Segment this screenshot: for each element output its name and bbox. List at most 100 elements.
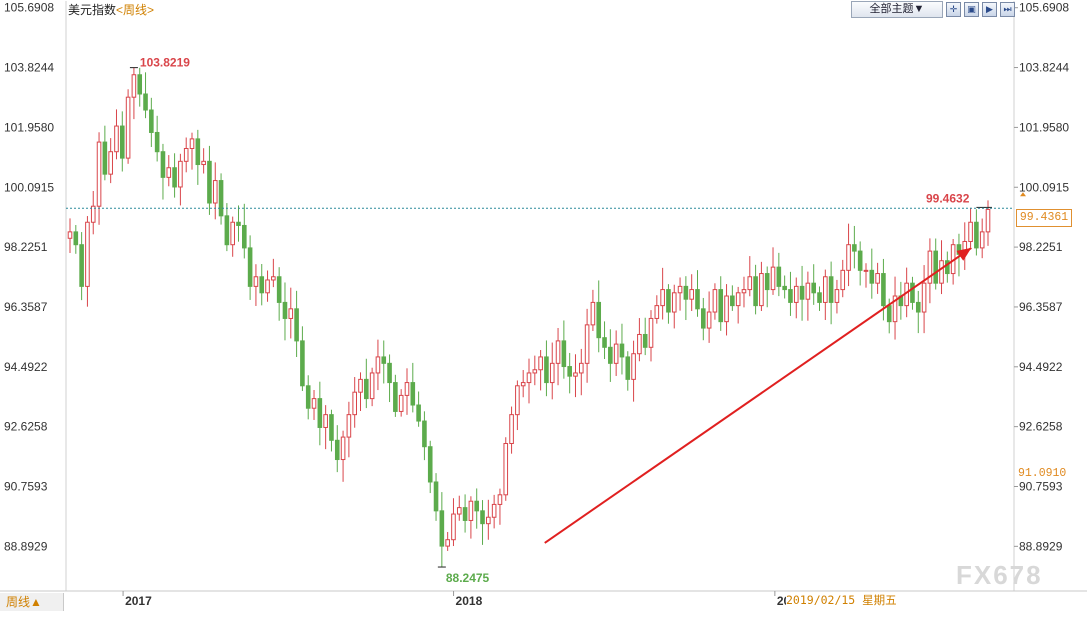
crosshair-level-label: 91.0910 xyxy=(1018,467,1067,480)
crosshair-icon[interactable]: ✛ xyxy=(946,2,961,17)
candle-body xyxy=(730,295,735,307)
candle-body xyxy=(793,285,799,303)
y-tick-label-left: 96.3587 xyxy=(4,300,48,314)
candle-body xyxy=(561,340,567,368)
candle-body xyxy=(619,343,625,358)
candle-body xyxy=(300,340,305,387)
candle-body xyxy=(236,221,241,226)
last-high-label: 99.4632 xyxy=(926,191,970,205)
candle-body xyxy=(852,244,857,252)
candle-body xyxy=(154,131,160,153)
candle-body xyxy=(770,266,776,291)
candle-body xyxy=(823,276,828,303)
candle-body xyxy=(764,273,770,291)
candle-body xyxy=(125,96,131,159)
candle-body xyxy=(671,292,677,313)
candle-body xyxy=(352,391,357,416)
candle-body xyxy=(172,167,177,188)
candle-body xyxy=(381,356,387,364)
y-tick-label-right: 100.0915 xyxy=(1019,180,1069,194)
high-label: 103.8219 xyxy=(140,56,190,70)
candle-body xyxy=(288,308,294,319)
candle-body xyxy=(573,372,578,377)
play-icon[interactable]: ▶ xyxy=(982,2,997,17)
candle-body xyxy=(968,221,973,242)
candle-body xyxy=(224,215,230,246)
candle-body xyxy=(456,507,462,515)
candle-body xyxy=(520,382,526,387)
x-tick-label: 2018 xyxy=(456,594,483,608)
y-tick-label-right: 88.8929 xyxy=(1019,539,1063,553)
candle-body xyxy=(329,414,334,441)
candle-body xyxy=(613,343,619,364)
candle-body xyxy=(427,446,433,483)
candle-body xyxy=(218,180,224,217)
candle-body xyxy=(334,439,340,461)
step-forward-icon[interactable]: ⏭ xyxy=(1000,2,1015,17)
candle-body xyxy=(149,109,154,133)
candle-body xyxy=(242,224,247,249)
candle-body xyxy=(73,231,79,246)
candle-body xyxy=(625,356,631,380)
candle-body xyxy=(945,260,950,275)
candle-body xyxy=(863,269,869,272)
candle-body xyxy=(398,394,404,412)
candle-body xyxy=(811,282,816,294)
candle-body xyxy=(445,539,450,547)
candle-body xyxy=(927,250,933,284)
candle-body xyxy=(881,273,886,307)
y-tick-label-left: 94.4922 xyxy=(4,360,48,374)
candle-body xyxy=(782,285,787,291)
candle-body xyxy=(178,160,183,188)
candle-body xyxy=(526,372,532,384)
candle-body xyxy=(555,340,561,364)
candle-body xyxy=(201,160,206,166)
candle-body xyxy=(305,385,311,409)
candle-body xyxy=(549,362,555,384)
candle-body xyxy=(114,125,119,153)
candle-body xyxy=(422,420,427,448)
candle-body xyxy=(979,231,985,249)
y-tick-label-left: 90.7593 xyxy=(4,479,48,493)
candle-body xyxy=(677,285,683,294)
candle-body xyxy=(160,151,166,178)
candle-body xyxy=(817,292,822,303)
candle-body xyxy=(869,269,875,284)
candle-body xyxy=(486,516,491,525)
candle-body xyxy=(689,289,694,300)
candle-body xyxy=(933,250,939,284)
candle-body xyxy=(974,221,979,249)
candle-body xyxy=(788,289,793,303)
y-tick-label-left: 101.9580 xyxy=(4,120,54,134)
candle-body xyxy=(799,285,805,300)
candle-body xyxy=(654,305,660,319)
timeframe-label[interactable]: <周线> xyxy=(116,3,155,17)
candle-body xyxy=(886,305,892,323)
candle-body xyxy=(805,282,811,300)
chart-header: 美元指数<周线> xyxy=(68,1,154,18)
candle-body xyxy=(416,404,421,422)
candle-body xyxy=(271,276,276,281)
candle-body xyxy=(462,507,468,521)
candle-body xyxy=(480,510,485,525)
y-tick-label-right: 90.7593 xyxy=(1019,479,1063,493)
candle-body xyxy=(212,180,218,204)
candle-body xyxy=(921,282,927,313)
zoom-out-icon[interactable]: ▣ xyxy=(964,2,979,17)
candle-body xyxy=(666,289,671,313)
candle-body xyxy=(108,151,113,175)
y-tick-label-right: 101.9580 xyxy=(1019,120,1069,134)
trend-arrow-head-icon xyxy=(956,247,972,261)
candle-body xyxy=(939,260,944,284)
timeframe-switch-button[interactable]: 周线▲ xyxy=(0,593,64,611)
candle-body xyxy=(631,353,636,380)
candle-body xyxy=(375,356,381,374)
y-tick-label-left: 92.6258 xyxy=(4,420,48,434)
candle-body xyxy=(596,301,602,339)
candle-body xyxy=(712,289,718,313)
theme-select-button[interactable]: 全部主题▼ xyxy=(851,1,943,18)
candle-body xyxy=(642,333,648,348)
candle-body xyxy=(253,276,259,287)
